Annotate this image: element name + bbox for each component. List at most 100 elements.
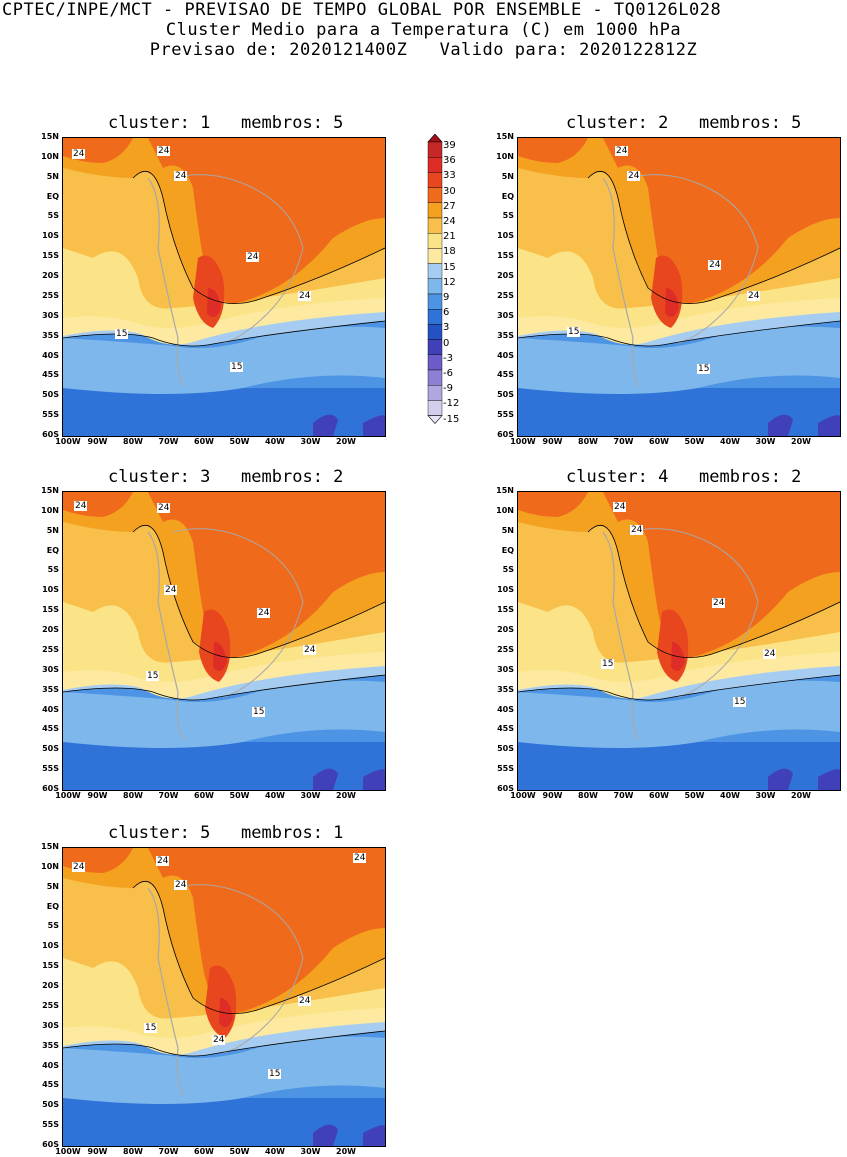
- panel-title: cluster: 4 membros: 2: [566, 467, 802, 487]
- longitude-tick-label: 20W: [791, 437, 811, 446]
- contour-label: 24: [72, 862, 86, 872]
- contour-label: 24: [157, 503, 171, 513]
- latitude-tick-label: 20S: [42, 271, 59, 281]
- longitude-tick-label: 30W: [300, 437, 321, 446]
- panel-title: cluster: 2 membros: 5: [566, 113, 802, 133]
- latitude-tick-label: 25S: [42, 290, 59, 300]
- latitude-tick-label: 45S: [42, 1080, 59, 1090]
- latitude-tick-label: 15S: [42, 605, 59, 615]
- latitude-tick-label: 60S: [497, 430, 514, 439]
- latitude-tick-label: 5S: [502, 565, 514, 575]
- longitude-tick-label: 80W: [578, 437, 598, 446]
- latitude-tick-label: 30S: [497, 310, 514, 320]
- latitude-tick-label: 50S: [497, 390, 514, 400]
- contour-label: 15: [252, 707, 266, 717]
- latitude-tick-label: 5S: [47, 211, 59, 221]
- longitude-tick-label: 80W: [123, 437, 143, 446]
- latitude-tick-label: 30S: [42, 310, 59, 320]
- latitude-tick-label: 10S: [42, 231, 59, 241]
- colorbar-label: -9: [443, 383, 453, 395]
- longitude-tick-label: 20W: [336, 791, 356, 800]
- longitude-tick-label: 30W: [755, 437, 776, 446]
- contour-label: 24: [157, 146, 171, 156]
- latitude-tick-label: 20S: [42, 981, 59, 991]
- contour-label: 24: [174, 171, 188, 181]
- contour-label: 15: [697, 364, 711, 374]
- latitude-tick-label: 40S: [42, 704, 59, 714]
- latitude-tick-label: 10N: [496, 151, 514, 161]
- contour-label: 15: [268, 1069, 282, 1079]
- longitude-tick-label: 100W: [55, 791, 81, 800]
- longitude-tick-label: 70W: [613, 791, 634, 800]
- contour-label: 15: [230, 362, 244, 372]
- latitude-tick-label: 60S: [42, 430, 59, 439]
- colorbar-label: 24: [443, 216, 456, 227]
- latitude-tick-label: 55S: [42, 1120, 59, 1130]
- latitude-tick-label: 10S: [497, 585, 514, 595]
- latitude-tick-label: 30S: [497, 664, 514, 674]
- contour-label: 15: [146, 671, 160, 681]
- latitude-tick-label: 5N: [46, 525, 59, 535]
- temperature-map: [517, 491, 841, 791]
- contour-label: 24: [353, 853, 367, 863]
- latitude-tick-label: 15S: [497, 605, 514, 615]
- longitude-tick-label: 20W: [336, 1147, 356, 1156]
- latitude-tick-label: 10N: [496, 505, 514, 515]
- contour-label: 24: [257, 608, 271, 618]
- longitude-tick-label: 80W: [578, 791, 598, 800]
- colorbar-label: 36: [443, 155, 456, 167]
- colorbar-label: 6: [443, 307, 450, 319]
- longitude-tick-label: 60W: [649, 437, 669, 446]
- latitude-tick-label: 15S: [497, 251, 514, 261]
- latitude-tick-label: 45S: [42, 724, 59, 734]
- contour-label: 15: [115, 329, 129, 339]
- latitude-tick-label: 60S: [42, 1140, 59, 1149]
- latitude-tick-label: 40S: [42, 1060, 59, 1070]
- latitude-tick-label: 5N: [501, 525, 514, 535]
- contour-label: 24: [613, 502, 627, 512]
- contour-label: 24: [298, 996, 312, 1006]
- panel-title: cluster: 3 membros: 2: [108, 467, 344, 487]
- longitude-tick-label: 20W: [336, 437, 356, 446]
- latitude-tick-label: 5S: [47, 921, 59, 931]
- latitude-tick-label: 35S: [497, 330, 514, 340]
- latitude-tick-label: 45S: [497, 724, 514, 734]
- colorbar-label: 21: [443, 231, 456, 243]
- latitude-tick-label: 15N: [41, 486, 59, 495]
- longitude-tick-label: 60W: [194, 1147, 214, 1156]
- colorbar-label: 27: [443, 200, 456, 212]
- latitude-tick-label: 25S: [497, 290, 514, 300]
- latitude-tick-label: 35S: [42, 330, 59, 340]
- colorbar-label: 12: [443, 276, 456, 288]
- latitude-tick-label: 55S: [42, 764, 59, 774]
- contour-label: 24: [72, 149, 86, 159]
- latitude-tick-label: 45S: [497, 370, 514, 380]
- latitude-tick-label: 15S: [42, 251, 59, 261]
- latitude-tick-label: EQ: [501, 191, 514, 201]
- contour-label: 15: [144, 1023, 158, 1033]
- contour-label: 24: [627, 171, 641, 181]
- longitude-tick-label: 80W: [123, 1147, 143, 1156]
- longitude-tick-label: 90W: [542, 791, 563, 800]
- temperature-map: [517, 137, 841, 437]
- latitude-tick-label: 20S: [497, 271, 514, 281]
- contour-label: 24: [298, 291, 312, 301]
- latitude-tick-label: 10N: [41, 151, 59, 161]
- latitude-tick-label: 10N: [41, 861, 59, 871]
- longitude-tick-label: 50W: [684, 437, 705, 446]
- contour-label: 24: [615, 146, 629, 156]
- longitude-tick-label: 90W: [87, 437, 108, 446]
- colorbar-label: 9: [443, 292, 450, 303]
- longitude-tick-label: 30W: [300, 791, 321, 800]
- latitude-tick-label: 30S: [42, 1020, 59, 1030]
- latitude-tick-label: 20S: [42, 625, 59, 635]
- longitude-tick-label: 60W: [649, 791, 669, 800]
- latitude-tick-label: 15N: [496, 486, 514, 495]
- latitude-tick-label: 25S: [42, 1000, 59, 1010]
- temperature-map: [62, 491, 386, 791]
- latitude-tick-label: 40S: [497, 350, 514, 360]
- latitude-tick-label: 10S: [497, 231, 514, 241]
- colorbar: [427, 133, 443, 443]
- contour-label: 24: [630, 525, 644, 535]
- contour-label: 24: [156, 856, 170, 866]
